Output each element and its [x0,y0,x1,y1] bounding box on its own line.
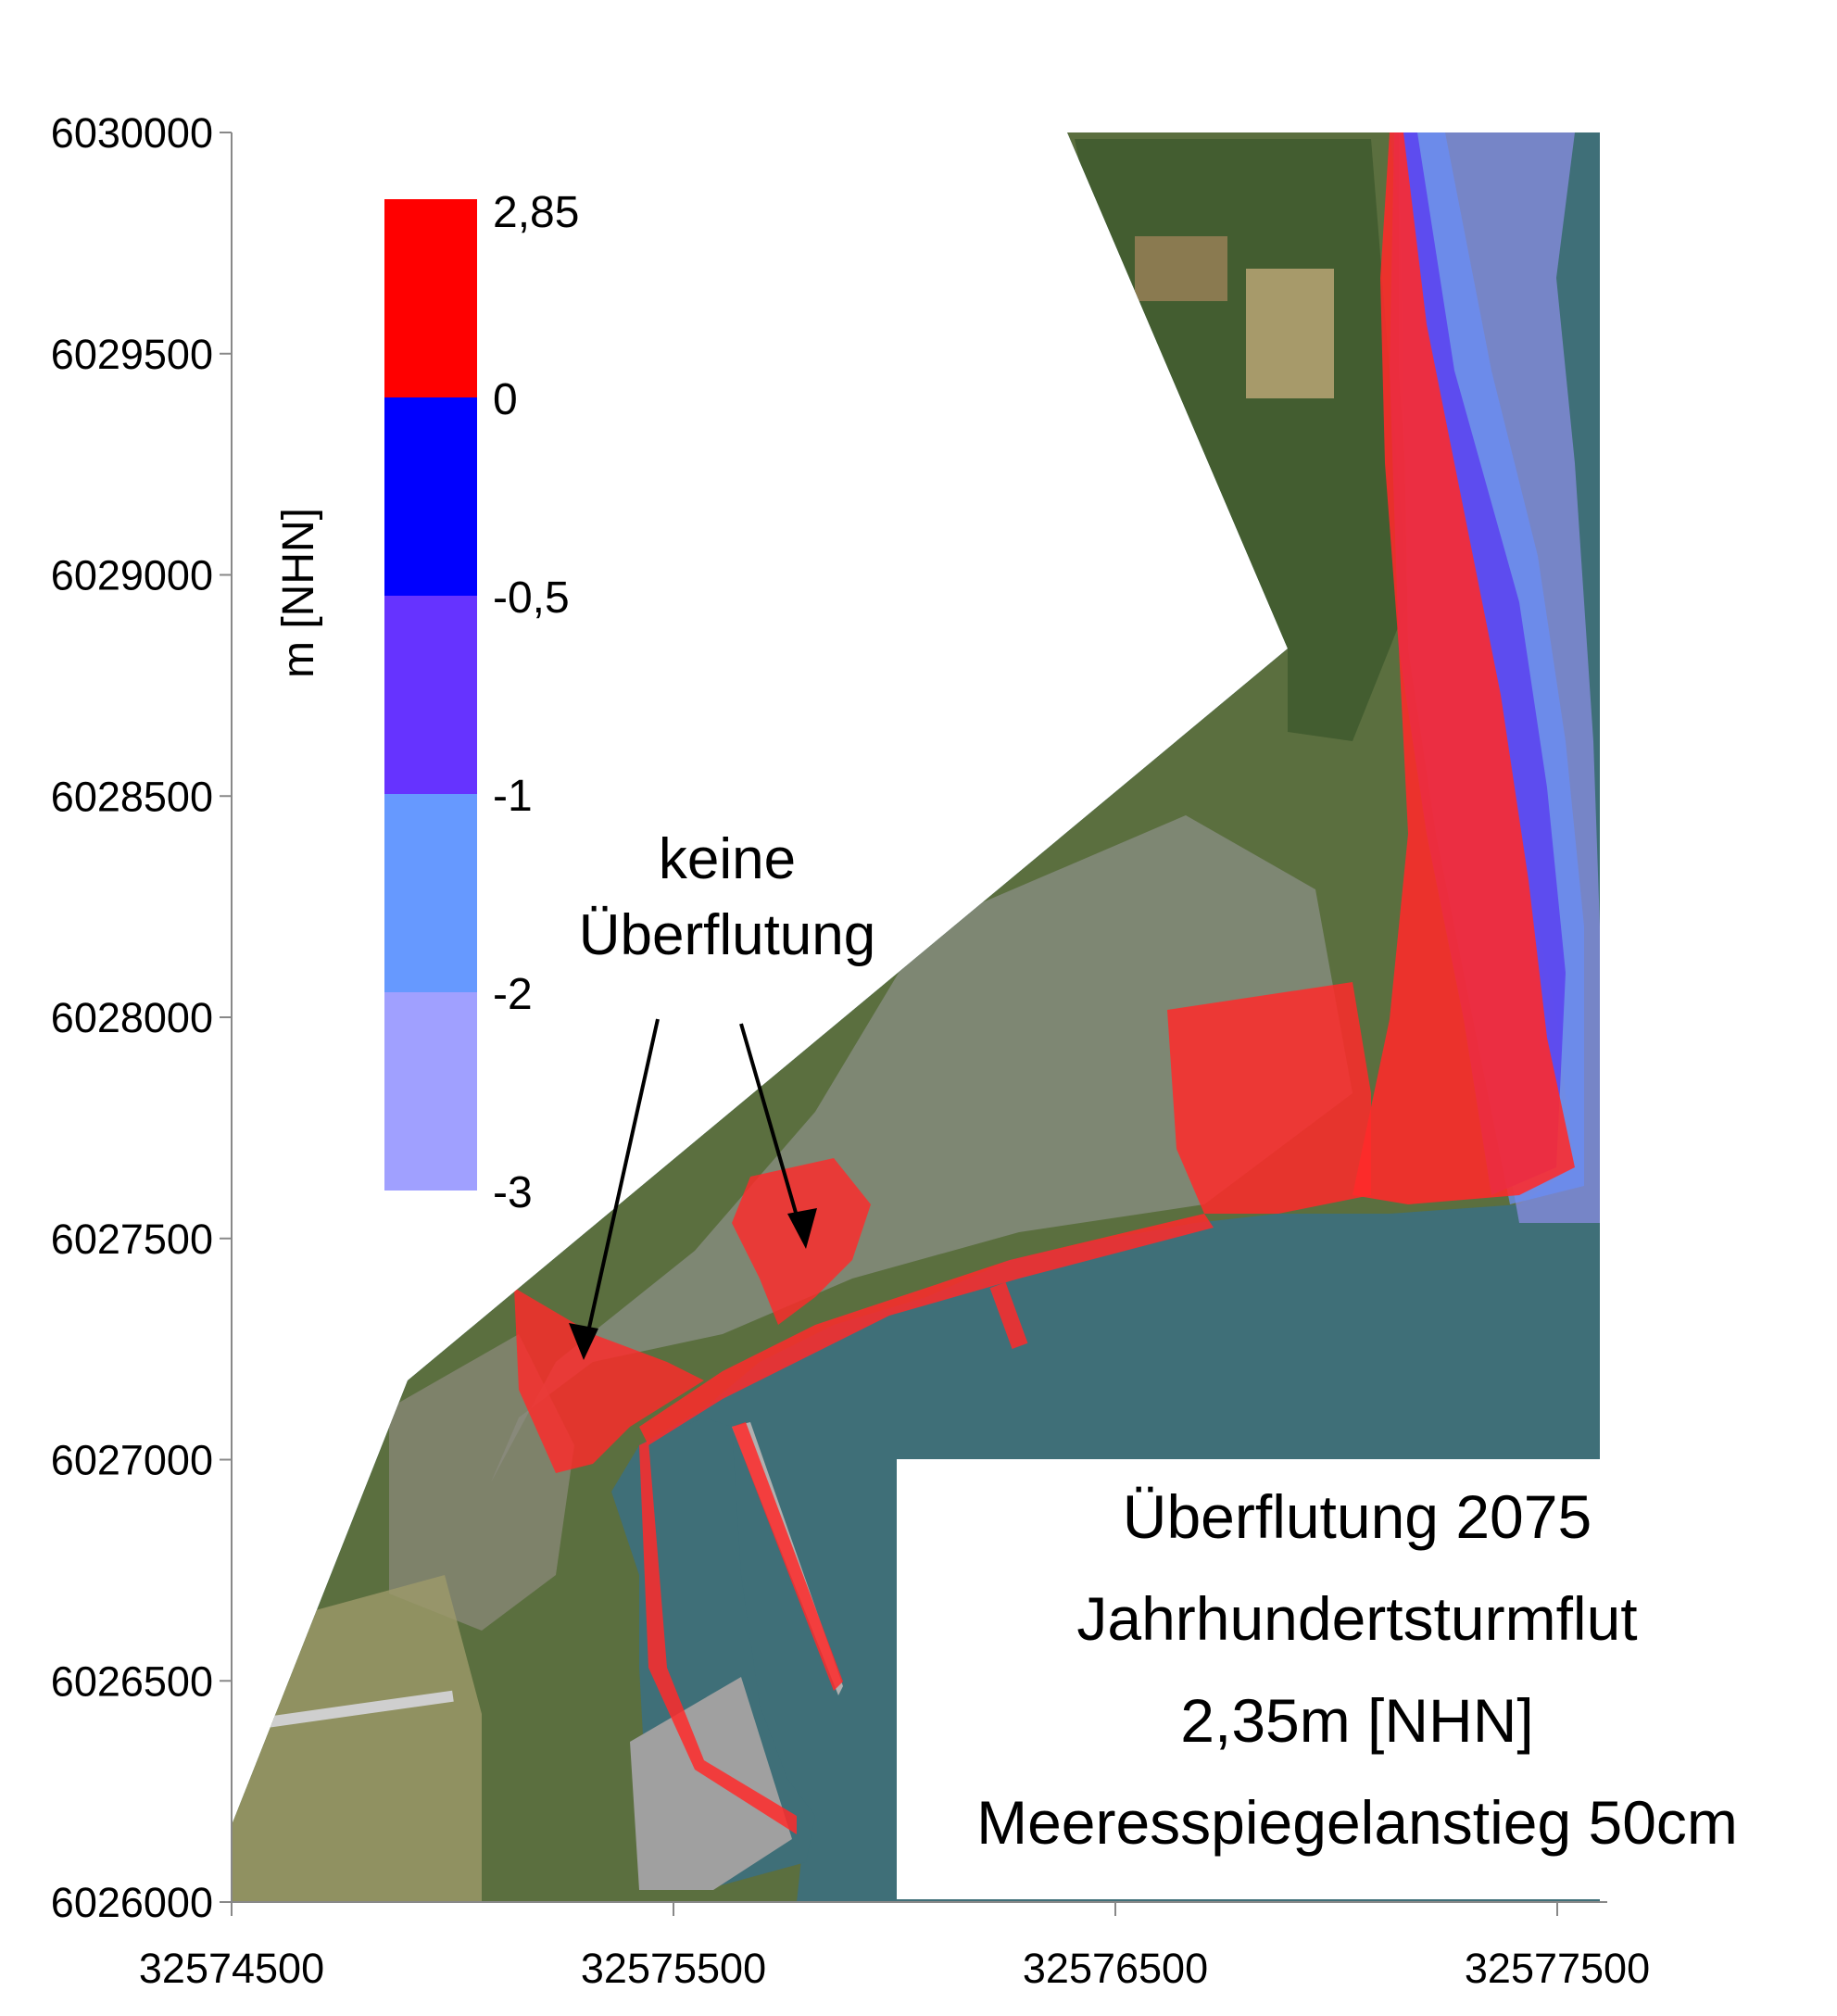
annotation-arrowhead-right [787,1208,817,1249]
y-tick-label: 6028500 [51,773,213,820]
x-tick-label: 32575500 [581,1945,766,1992]
caption-line-1: Überflutung 2075 [1123,1482,1592,1551]
field [1246,269,1334,398]
legend: 2,85 0 -0,5 -1 -2 -3 m [NHN] [274,188,579,1217]
legend-label: -2 [493,970,533,1019]
legend-swatch [384,794,477,992]
y-tick-label: 6029000 [51,552,213,599]
caption-line-4: Meeresspiegelanstieg 50cm [976,1788,1738,1857]
y-tick-label: 6027500 [51,1216,213,1263]
flood-east-coast [1353,132,1575,1204]
legend-label: 2,85 [493,188,579,237]
runway [250,1690,454,1731]
forest-area [1075,139,1408,741]
flood-small-pier [989,1282,1028,1349]
y-tick-label: 6026500 [51,1657,213,1705]
legend-swatch [384,596,477,794]
annotation-arrowhead-left [569,1323,598,1360]
flood-pier [732,1422,843,1691]
y-tick-label: 6028000 [51,994,213,1041]
annotation-arrow-right [739,1023,806,1242]
annotation-line-1: keine [659,827,796,891]
y-tick-label: 6026000 [51,1879,213,1926]
caption-box: Überflutung 2075 Jahrhundertsturmflut 2,… [897,1459,1837,1899]
flood-inland-west [514,1288,704,1473]
urban-area [491,815,1353,1482]
caption-line-3: 2,35m [NHN] [1180,1686,1533,1755]
legend-swatch [384,199,477,397]
x-tick-label: 32574500 [139,1945,324,1992]
legend-label: -3 [493,1168,533,1217]
legend-label: 0 [493,375,518,424]
x-tick-label: 32576500 [1023,1945,1208,1992]
flood-overlay [514,132,1600,1834]
legend-label: -0,5 [493,573,570,623]
annotation-line-2: Überflutung [579,903,876,967]
flood-inland-center [732,1158,871,1325]
legend-swatch [384,397,477,596]
port-area [630,1677,792,1890]
flood-industrial [1167,982,1371,1214]
x-tick-label: 32577500 [1465,1945,1650,1992]
legend-swatch [384,992,477,1191]
airfield [232,1575,482,1902]
y-tick-group: 6030000 6029500 6029000 6028500 6028000 60275… [51,109,232,1926]
flood-coast-strip [639,1214,1214,1445]
annotation-arrow-left [582,1018,660,1354]
y-tick-label: 6030000 [51,109,213,157]
legend-label: -1 [493,772,533,821]
x-tick-group: 32574500 32575500 32576500 32577500 [139,1902,1650,1992]
y-tick-label: 6027000 [51,1437,213,1484]
caption-background [897,1459,1837,1899]
caption-line-2: Jahrhundertsturmflut [1076,1584,1637,1653]
y-tick-label: 6029500 [51,331,213,378]
legend-unit-label: m [NHN] [274,508,323,678]
field [1135,236,1227,301]
annotation-no-flooding: keine Überflutung [569,827,875,1360]
